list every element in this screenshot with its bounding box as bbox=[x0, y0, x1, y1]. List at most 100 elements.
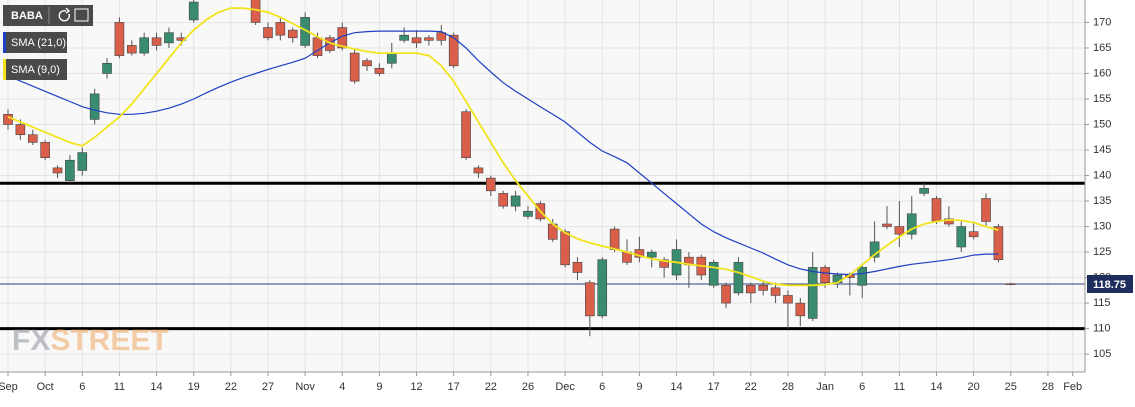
candle-body bbox=[572, 261, 583, 273]
candle-body bbox=[795, 302, 806, 317]
x-tick-label: Jan bbox=[816, 381, 834, 393]
x-tick-label: 9 bbox=[376, 381, 382, 393]
x-tick-label: 28 bbox=[1042, 381, 1054, 393]
x-tick-label: 14 bbox=[670, 381, 682, 393]
candle-body bbox=[473, 167, 484, 174]
y-tick-label: 110 bbox=[1093, 323, 1111, 335]
candle-body bbox=[349, 52, 360, 82]
y-tick-label: 130 bbox=[1093, 220, 1111, 232]
candle-body bbox=[646, 251, 657, 258]
candle-body bbox=[448, 34, 459, 67]
candle-body bbox=[40, 142, 50, 158]
candle-body bbox=[127, 45, 137, 54]
candle-body bbox=[894, 226, 905, 235]
x-tick-label: 19 bbox=[188, 381, 200, 393]
x-tick-label: 25 bbox=[1005, 381, 1017, 393]
candle-body bbox=[733, 261, 744, 294]
candle-body bbox=[374, 68, 385, 74]
candle-body bbox=[486, 177, 496, 192]
y-tick-label: 125 bbox=[1093, 246, 1111, 258]
refresh-icon[interactable] bbox=[58, 7, 71, 22]
candle-body bbox=[807, 267, 818, 319]
x-tick-label: Dec bbox=[555, 381, 575, 393]
x-tick-label: 11 bbox=[114, 381, 125, 393]
candle-body bbox=[597, 259, 608, 317]
candle-body bbox=[52, 167, 63, 174]
x-tick-label: 14 bbox=[150, 381, 162, 393]
legend-box bbox=[3, 32, 67, 53]
candle-body bbox=[956, 226, 967, 248]
candle-body bbox=[783, 295, 793, 304]
candle-body bbox=[275, 22, 286, 36]
candle-body bbox=[882, 223, 892, 227]
candle-body bbox=[523, 210, 533, 217]
candle-body bbox=[919, 187, 929, 194]
x-tick-label: 4 bbox=[339, 381, 345, 393]
x-tick-label: 6 bbox=[599, 381, 605, 393]
legend-swatch bbox=[3, 59, 6, 80]
grid bbox=[0, 0, 1085, 372]
candle-body bbox=[968, 231, 979, 238]
y-tick-label: 145 bbox=[1093, 144, 1111, 156]
candle-body bbox=[436, 32, 447, 41]
x-tick-label: Sep bbox=[0, 381, 18, 393]
candle-body bbox=[362, 60, 372, 67]
legend-label: SMA (9,0) bbox=[11, 64, 60, 76]
candle-body bbox=[65, 159, 75, 181]
candle-body bbox=[820, 267, 830, 283]
candle-body bbox=[609, 228, 620, 250]
indicator-icon[interactable] bbox=[74, 8, 89, 22]
candle-body bbox=[721, 284, 731, 304]
candle-body bbox=[510, 195, 521, 207]
candle-body bbox=[857, 267, 868, 286]
x-tick-label: 6 bbox=[79, 381, 85, 393]
legend-swatch bbox=[3, 32, 6, 53]
candle-body bbox=[27, 134, 38, 143]
x-tick-label: 28 bbox=[782, 381, 794, 393]
candle-body bbox=[287, 29, 298, 39]
sma-line bbox=[7, 30, 999, 276]
watermark-street: STREET bbox=[50, 324, 168, 357]
candle-body bbox=[188, 1, 199, 21]
y-tick-label: 165 bbox=[1093, 42, 1111, 54]
legend-label: SMA (21,0) bbox=[11, 37, 66, 49]
candle-body bbox=[102, 62, 112, 74]
candle-body bbox=[944, 218, 954, 225]
y-tick-label: 150 bbox=[1093, 118, 1111, 130]
candle-body bbox=[634, 249, 645, 258]
x-tick-label: 26 bbox=[522, 381, 534, 393]
x-tick-label: 12 bbox=[410, 381, 422, 393]
candle-body bbox=[3, 114, 13, 125]
last-price-box bbox=[1087, 274, 1133, 293]
candle-body bbox=[993, 226, 1004, 261]
candle-body bbox=[164, 32, 174, 44]
x-tick-label: 17 bbox=[708, 381, 720, 393]
x-tick-label: 17 bbox=[448, 381, 460, 393]
symbol: BABA bbox=[11, 10, 43, 22]
candle-body bbox=[263, 27, 273, 39]
y-tick-label: 155 bbox=[1093, 93, 1111, 105]
x-tick-label: Feb bbox=[1063, 381, 1082, 393]
candle-body bbox=[312, 37, 323, 56]
sma-line bbox=[7, 7, 999, 287]
candle-body bbox=[1005, 283, 1016, 286]
candle-body bbox=[745, 284, 756, 294]
candle-body bbox=[931, 198, 942, 222]
candle-body bbox=[708, 261, 719, 286]
symbol-box bbox=[3, 5, 93, 26]
candle-body bbox=[981, 198, 991, 222]
candle-body bbox=[77, 152, 88, 171]
y-tick-label: 115 bbox=[1093, 297, 1111, 309]
candle-body bbox=[337, 27, 348, 49]
candle-body bbox=[585, 282, 595, 317]
candle-body bbox=[770, 287, 781, 296]
x-tick-label: 6 bbox=[859, 381, 865, 393]
x-tick-label: 9 bbox=[636, 381, 642, 393]
x-tick-label: 11 bbox=[894, 381, 905, 393]
candle-body bbox=[498, 193, 509, 207]
candle-body bbox=[758, 284, 768, 291]
last-price-label: 118.75 bbox=[1093, 279, 1126, 291]
candle-body bbox=[869, 241, 880, 258]
x-tick-label: 27 bbox=[262, 381, 274, 393]
